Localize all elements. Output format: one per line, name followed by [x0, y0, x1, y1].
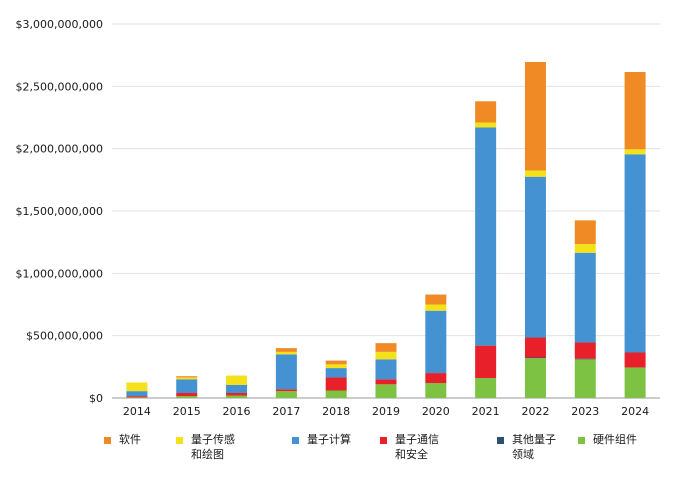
y-tick-label: $3,000,000,000: [16, 18, 103, 31]
y-tick-label: $0: [89, 392, 103, 405]
bar-segment: [275, 391, 297, 398]
bar-segment: [475, 378, 497, 398]
legend-label-hardware: 硬件组件: [593, 433, 637, 446]
bar-segment: [574, 342, 596, 359]
x-tick-label: 2022: [521, 405, 549, 418]
bar-segment: [524, 176, 546, 338]
bar-segment: [425, 310, 447, 374]
bar-segment: [275, 354, 297, 390]
bar-segment: [524, 62, 546, 171]
bar-segment: [375, 384, 397, 398]
bar-segment: [425, 373, 447, 384]
y-tick-label: $2,500,000,000: [16, 80, 103, 93]
bar-segment: [574, 358, 596, 360]
bar-segment: [475, 122, 497, 128]
stacked-bar-chart: $0 $500,000,000 $1,000,000,000 $1,500,000,0…: [16, 18, 660, 418]
bar-segment: [176, 377, 198, 380]
x-tick-label: 2021: [472, 405, 500, 418]
bar-segment: [574, 220, 596, 245]
bar-segment: [574, 252, 596, 343]
bar-segment: [226, 395, 248, 398]
bar-segment: [226, 384, 248, 394]
bar-segment: [524, 358, 546, 398]
legend-label-communication: 量子通信 和安全: [395, 433, 439, 461]
bar-segment: [275, 351, 297, 355]
bar-segment: [226, 393, 248, 396]
y-tick-label: $1,500,000,000: [16, 205, 103, 218]
x-tick-label: 2015: [173, 405, 201, 418]
bar-segment: [425, 294, 447, 305]
legend-swatch-hardware: [578, 437, 585, 444]
x-tick-label: 2024: [621, 405, 649, 418]
bar-segment: [624, 149, 646, 155]
bar-segment: [524, 357, 546, 359]
legend: 软件 量子传感 和绘图 量子计算 量子通信 和安全 其他量子 领域 硬件组件: [0, 432, 677, 472]
x-tick-label: 2016: [223, 405, 251, 418]
bar-segment: [624, 71, 646, 150]
bar-segment: [325, 377, 347, 391]
legend-swatch-communication: [380, 437, 387, 444]
x-axis-tick-labels: 2014 2015 2016 2017 2018 2019 2020 2021 2022 2023…: [123, 405, 649, 418]
legend-item-other: 其他量子 领域: [497, 432, 556, 462]
bar-segment: [375, 359, 397, 380]
y-tick-label: $1,000,000,000: [16, 267, 103, 280]
legend-label-computing: 量子计算: [307, 433, 351, 446]
bar-segment: [325, 360, 347, 365]
bar-segment: [176, 376, 198, 378]
bar-segment: [176, 379, 198, 394]
x-tick-label: 2020: [422, 405, 450, 418]
bar-segment: [624, 352, 646, 368]
legend-label-sensing: 量子传感 和绘图: [191, 433, 235, 461]
bar-segment: [574, 244, 596, 253]
x-tick-label: 2014: [123, 405, 151, 418]
legend-item-sensing: 量子传感 和绘图: [176, 432, 235, 462]
bar-segment: [126, 397, 148, 398]
legend-swatch-computing: [292, 437, 299, 444]
bar-segment: [275, 348, 297, 352]
x-tick-label: 2019: [372, 405, 400, 418]
y-axis-tick-labels: $0 $500,000,000 $1,000,000,000 $1,500,000,0…: [16, 18, 103, 405]
bar-segment: [475, 127, 497, 346]
legend-item-computing: 量子计算: [292, 432, 351, 447]
legend-label-other: 其他量子 领域: [512, 433, 556, 461]
bar-segment: [624, 154, 646, 353]
bar-segment: [325, 364, 347, 369]
bar-segment: [275, 389, 297, 392]
bar-segment: [624, 367, 646, 398]
legend-swatch-sensing: [176, 437, 183, 444]
x-tick-label: 2017: [272, 405, 300, 418]
x-tick-label: 2018: [322, 405, 350, 418]
bars: [126, 62, 646, 398]
bar-segment: [375, 351, 397, 360]
bar-segment: [176, 393, 198, 397]
bar-segment: [375, 343, 397, 352]
gridlines: [112, 23, 660, 399]
legend-swatch-software: [104, 437, 111, 444]
bar-segment: [475, 345, 497, 379]
bar-segment: [524, 170, 546, 177]
bar-segment: [226, 375, 248, 385]
bar-segment: [325, 390, 347, 398]
y-tick-label: $2,000,000,000: [16, 143, 103, 156]
bar-segment: [375, 379, 397, 385]
bar-segment: [325, 368, 347, 378]
bar-segment: [475, 101, 497, 123]
bar-segment: [524, 337, 546, 358]
bar-segment: [425, 304, 447, 311]
y-tick-label: $500,000,000: [26, 330, 103, 343]
legend-item-communication: 量子通信 和安全: [380, 432, 439, 462]
legend-swatch-other: [497, 437, 504, 444]
bar-segment: [574, 359, 596, 398]
bar-segment: [126, 382, 148, 392]
legend-label-software: 软件: [119, 433, 141, 446]
x-tick-label: 2023: [571, 405, 599, 418]
bar-segment: [425, 383, 447, 398]
legend-item-hardware: 硬件组件: [578, 432, 637, 447]
bar-segment: [126, 396, 148, 398]
legend-item-software: 软件: [104, 432, 141, 447]
bar-segment: [126, 391, 148, 397]
bar-segment: [176, 396, 198, 398]
